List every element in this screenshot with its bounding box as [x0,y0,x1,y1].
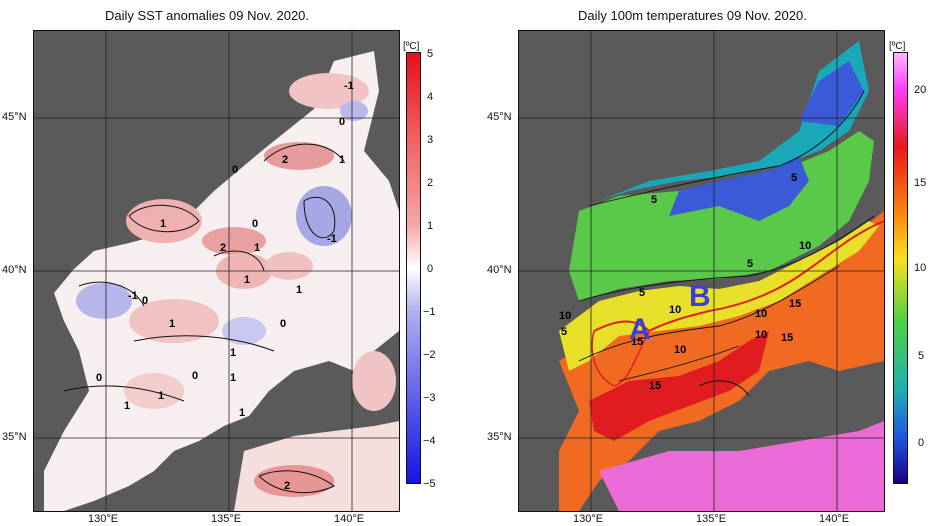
colorbar-tick: 5 [427,48,434,60]
front-line [593,220,884,333]
pink-region [599,421,884,511]
marker-a: A [629,313,651,346]
contour-label: 1 [124,400,130,412]
lon-label-140: 140°E [819,513,850,525]
colorbar-tick: 10 [914,262,927,274]
sst-anomaly-map: -1 0 2 1 0 0 -1 1 2 1 1 1 -1 0 1 0 1 1 0… [33,30,400,512]
contour-label: 0 [339,116,345,128]
temp-contour-labels: 5 5 10 5 5 10 10 5 10 15 15 10 15 10 15 [559,172,811,392]
contour-label: 0 [232,164,238,176]
lat-label-40: 40°N [487,264,512,276]
lat-label-40: 40°N [2,264,27,276]
red-core [589,331,769,441]
contour-label: 1 [158,390,164,402]
contour-label: 1 [339,154,345,166]
colorbar-tick: −2 [423,349,436,361]
colorbar-tick: 2 [427,177,434,189]
contour-label: 15 [781,332,793,344]
contour-label: 0 [142,295,148,307]
contour-label: 2 [220,242,226,254]
contour-label: 1 [230,372,236,384]
colorbar-tick: −3 [423,392,436,404]
contour-label: -1 [344,80,354,92]
cold-core [669,156,809,221]
contour-label: 2 [282,154,288,166]
region-markers: A B [629,280,711,346]
lat-label-35: 35°N [487,431,512,443]
sst-contour-labels: -1 0 2 1 0 0 -1 1 2 1 1 1 -1 0 1 0 1 1 0… [96,80,354,492]
grid-lines [34,31,399,511]
contour-label: -1 [128,290,138,302]
contour-label: 5 [651,194,657,206]
front-loop [591,330,650,387]
contour-label: 2 [284,480,290,492]
lon-label-135: 135°E [211,513,242,525]
lat-label-45: 45°N [2,111,27,123]
contour-label: 1 [239,407,245,419]
contour-label: 1 [169,318,175,330]
contour-label: 0 [192,370,198,382]
sst-contours [63,143,345,494]
temp-colorbar [893,52,908,484]
colorbar-tick: −4 [423,435,436,447]
contour-label: 10 [559,310,571,322]
contour-label: 5 [639,287,645,299]
contour-label: 1 [230,347,236,359]
contour-label: 10 [669,304,681,316]
contour-label: 10 [674,344,686,356]
lon-label-130: 130°E [573,513,604,525]
temp-colorbar-unit: [ºC] [889,41,906,52]
lat-label-45: 45°N [487,111,512,123]
colorbar-tick: −1 [423,306,436,318]
sst-panel-title: Daily SST anomalies 09 Nov. 2020. [105,8,310,23]
contour-label: 0 [96,372,102,384]
lon-label-130: 130°E [88,513,119,525]
temp-100m-map: 5 5 10 5 5 10 10 5 10 15 15 10 15 10 15 … [518,30,885,512]
marker-b: B [689,280,711,313]
temp-panel-title: Daily 100m temperatures 09 Nov. 2020. [578,8,807,23]
yellow-band [559,221,879,371]
lon-label-135: 135°E [696,513,727,525]
contour-label: -1 [327,233,337,245]
lat-label-35: 35°N [2,431,27,443]
contour-label: 0 [252,218,258,230]
colorbar-tick: 15 [914,177,927,189]
contour-label: 1 [160,218,166,230]
contour-label: 1 [296,284,302,296]
colorbar-tick: 0 [427,263,434,275]
contour-label: 1 [244,274,250,286]
contour-label: 10 [755,329,767,341]
grid-lines [519,31,884,511]
contour-label: 5 [561,326,567,338]
colorbar-tick: 20 [914,84,927,96]
contour-label: 15 [649,380,661,392]
contour-label: 5 [747,258,753,270]
contour-label: 1 [254,242,260,254]
contour-label: 10 [755,308,767,320]
cold-core-north [799,61,864,126]
contour-label: 15 [631,336,643,348]
contour-label: 15 [789,298,801,310]
contour-label: 5 [791,172,797,184]
sst-colorbar [406,52,421,484]
contour-label: 0 [280,318,286,330]
colorbar-tick: −5 [423,478,436,490]
contour-label: 10 [799,240,811,252]
colorbar-tick: 3 [427,134,434,146]
colorbar-tick: 5 [918,350,925,362]
sst-map-svg: -1 0 2 1 0 0 -1 1 2 1 1 1 -1 0 1 0 1 1 0… [34,31,399,511]
colorbar-tick: 4 [427,91,434,103]
colorbar-tick: 1 [427,220,434,232]
colorbar-tick: 0 [918,437,925,449]
temp-map-svg: 5 5 10 5 5 10 10 5 10 15 15 10 15 10 15 … [519,31,884,511]
lon-label-140: 140°E [334,513,365,525]
sst-colorbar-unit: [ºC] [403,41,420,52]
